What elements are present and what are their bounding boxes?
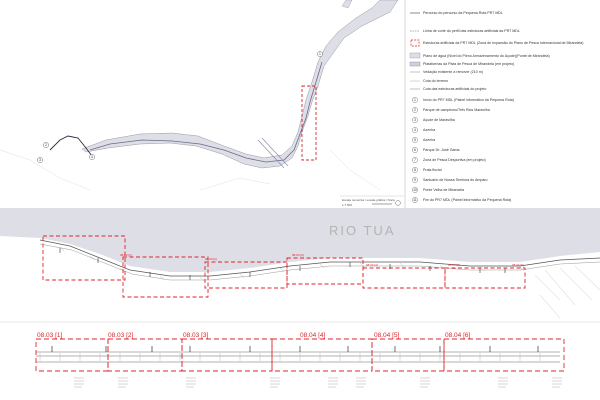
scale-box: Escala numérica / escala gráfica / Norte…: [340, 195, 404, 207]
svg-text:4: 4: [414, 128, 416, 132]
legend-num-item-10: Ponte Velha de Mirandela: [423, 188, 464, 192]
map-point-1: 1: [317, 51, 323, 57]
legend-num-item-8: Praia fluvial: [423, 168, 442, 172]
map-point-3: 3: [37, 157, 43, 163]
plan-tag-4: 08.04 [4]: [366, 263, 378, 267]
svg-text:2: 2: [45, 143, 47, 147]
plan-tag-1: 08.03 [1]: [120, 253, 132, 257]
svg-text:6: 6: [414, 148, 416, 152]
upper-river-fork: [341, 0, 353, 9]
access-route-west: [49, 135, 93, 157]
map-point-4: 4: [89, 154, 95, 160]
section-frame-6: [443, 338, 565, 372]
svg-text:2: 2: [414, 108, 416, 112]
legend-item-5: Plataformas da Pista de Pesca de Mirande…: [423, 62, 514, 66]
legend-num-item-11: Fim do PR7 MDL (Painel informativo da Pe…: [423, 198, 511, 202]
scale-value: 1:7.500: [342, 203, 352, 207]
profile-sections: 08.03 [1] 08.03 [2] 08.03 [3] 08.04 [4] …: [0, 321, 600, 400]
legend-num-item-9: Santuário de Nossa Senhora do Amparo: [423, 178, 488, 182]
legend-numbered-list: 1 Início do PR7 MDL (Painel informativo …: [412, 97, 514, 203]
plan-tag-3: 08.03 [3]: [292, 253, 304, 257]
legend-platform-symbol: [409, 61, 421, 67]
plan-tag-6: 08.04 [6]: [512, 263, 524, 267]
svg-text:8: 8: [414, 168, 416, 172]
plan-tag-2: 08.03 [2]: [205, 257, 217, 261]
plan-section-box-5: [362, 267, 446, 289]
section-label-4: 08.04 [4]: [300, 332, 325, 339]
section-label-3: 08.03 [3]: [183, 332, 208, 339]
scale-label: Escala numérica / escala gráfica / Norte: [342, 198, 395, 202]
plan-tag-5: 08.04 [5]: [448, 263, 460, 267]
svg-text:4: 4: [91, 155, 93, 159]
map-point-2: 2: [43, 142, 49, 148]
detailed-plan: RIO TUA 08.03 [1] 08.03 [2] 08.03 [3] 08…: [0, 208, 600, 319]
legend-num-item-1: Início do PR7 MDL (Painel informativo da…: [423, 98, 514, 102]
svg-text:5: 5: [414, 138, 416, 142]
north-arrow-icon: [395, 200, 401, 206]
svg-text:1: 1: [414, 98, 416, 102]
pr7-route-line: [89, 61, 323, 163]
legend-item-2: Linha de corte do perfil das estruturas …: [423, 29, 520, 33]
riverbank-path: [39, 239, 600, 277]
cut-markers: [59, 248, 506, 280]
river-label: RIO TUA: [329, 223, 396, 238]
legend-item-7: Cota do terreno: [423, 79, 448, 83]
plan-section-box-4: [286, 257, 364, 285]
terrain-line: [0, 149, 381, 191]
legend-item-3: Estruturas artificiais da PR7 MDL (Zona …: [423, 41, 583, 45]
svg-text:3: 3: [39, 158, 41, 162]
terrain-hatching: [534, 265, 600, 319]
legend-structures-symbol: [410, 39, 420, 47]
plan-section-box-6: [444, 267, 526, 289]
section-label-2: 08.03 [2]: [108, 332, 133, 339]
svg-text:10: 10: [413, 188, 417, 192]
location-map: 1 2 3 4: [0, 0, 399, 191]
study-area-box: [301, 85, 317, 161]
river-tua-upper: [81, 0, 399, 169]
section-label-1: 08.03 [1]: [37, 332, 62, 339]
legend-item-8: Cota das estruturas artificiais do proje…: [423, 87, 486, 91]
svg-text:3: 3: [414, 118, 416, 122]
legend-num-item-3: Açude de Maravilha: [423, 118, 455, 122]
plan-section-box-3: [204, 261, 288, 289]
plan-section-box-1: [42, 235, 126, 281]
legend-panel: Percurso do percurso da Pequena Rota PR7…: [340, 0, 583, 210]
riverbank-hatching: [59, 246, 525, 282]
legend-item-1: Percurso do percurso da Pequena Rota PR7…: [423, 11, 503, 15]
svg-text:7: 7: [414, 158, 416, 162]
svg-text:11: 11: [413, 198, 417, 202]
section-label-6: 08.04 [6]: [445, 332, 470, 339]
legend-item-4: Plano de água (Nível do Pleno Armazename…: [423, 54, 550, 58]
riverbank-path-outer: [39, 243, 600, 281]
legend-water-symbol: [409, 52, 421, 59]
section-posts: [51, 346, 539, 352]
legend-num-item-7: Zona de Pesca Desportiva (em projeto): [423, 158, 486, 162]
legend-num-item-6: Parque Dr. José Gama: [423, 148, 460, 152]
detail-thumbnails: [74, 377, 562, 388]
section-label-5: 08.04 [5]: [374, 332, 399, 339]
legend-item-6: Vedação existente a remover (210 m): [423, 70, 483, 74]
section-profile-hatch: [39, 353, 541, 361]
section-profile-line: [36, 351, 560, 363]
legend-num-item-2: Parque de campismo/Três Rios Maravilha: [423, 108, 490, 112]
plan-section-box-2: [122, 256, 209, 298]
svg-text:1: 1: [319, 52, 321, 56]
legend-num-item-5: Azenha: [423, 138, 435, 142]
bridge-crossing: [257, 137, 289, 169]
river-tua-band: [0, 208, 600, 272]
svg-text:9: 9: [414, 178, 416, 182]
legend-num-item-4: Azenha: [423, 128, 435, 132]
